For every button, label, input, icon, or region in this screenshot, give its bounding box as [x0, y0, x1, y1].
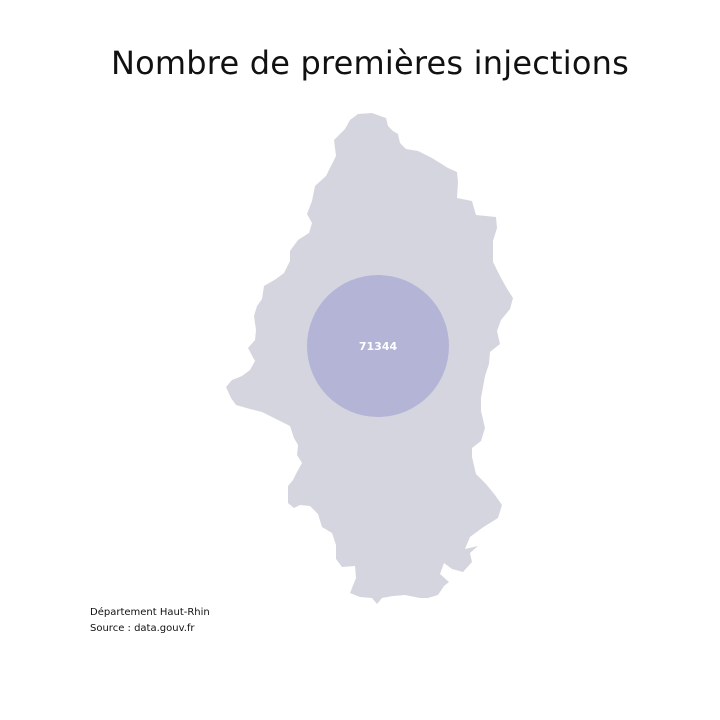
caption-department: Département Haut-Rhin	[90, 607, 210, 618]
caption-source: Source : data.gouv.fr	[90, 623, 195, 634]
value-bubble	[307, 275, 449, 417]
bubble-value-label: 71344	[359, 340, 398, 353]
map-title: Nombre de premières injections	[111, 44, 629, 82]
